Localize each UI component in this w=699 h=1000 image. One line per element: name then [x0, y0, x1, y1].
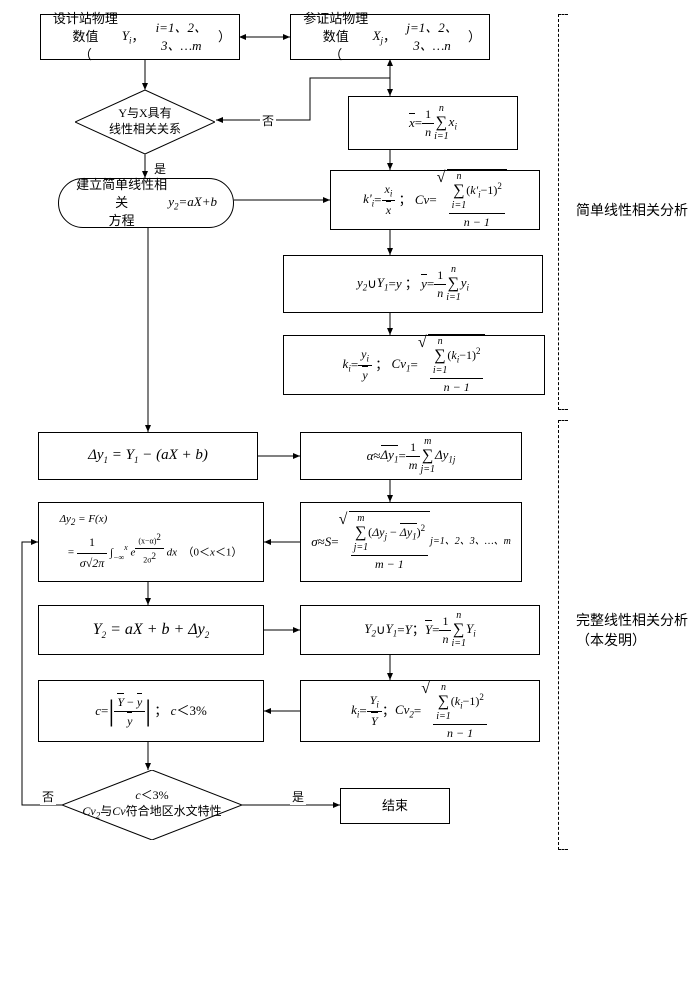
side-label-simple: 简单线性相关分析	[576, 200, 688, 220]
side-label-full: 完整线性相关分析（本发明）	[576, 610, 688, 650]
flow-node-n1: 设计站物理数值（Yi，i=1、2、3、…m）	[40, 14, 240, 60]
flow-node-n12: σ ≈ S = m∑j=1(Δyj − Δy1)2m − 1j=1、2、3、…、…	[300, 502, 522, 582]
flow-node-n6: k'i = xix ； Cv = n∑i=1(k'i−1)2n − 1	[330, 170, 540, 230]
flow-node-n13: Y2 = aX + b + Δy2	[38, 605, 264, 655]
edge-label-no-1: 否	[260, 112, 276, 129]
flow-node-n4: x = 1n n∑i=1 xi	[348, 96, 518, 150]
flow-node-n11: Δy2 = F(x) = 1σ√2π ∫−∞x e(x−α)22σ2 dx （0…	[38, 502, 264, 582]
flow-node-n14: Y2 ∪ Y1 = Y ；Y = 1n n∑i=1 Yi	[300, 605, 540, 655]
flow-node-n17: c＜3%Cv2与Cv符合地区水文特性	[62, 770, 242, 840]
dashed-brace-b1	[558, 14, 568, 410]
flow-node-n7: y2 ∪ Y1 = y ； y = 1n n∑i=1 yi	[283, 255, 543, 313]
edge-label-no-2: 否	[40, 788, 56, 805]
flow-node-n2: 参证站物理数值（Xj，j=1、2、3、…n）	[290, 14, 490, 60]
dashed-brace-b2	[558, 420, 568, 850]
flow-node-n5: 建立简单线性相关方程 y2=aX+b	[58, 178, 234, 228]
flow-node-n18: 结束	[340, 788, 450, 824]
flow-node-n3: Y与X具有线性相关关系	[75, 90, 215, 154]
flow-node-n8: ki = yiy ； Cv1 = n∑i=1(ki−1)2n − 1	[283, 335, 545, 395]
flow-node-n15: c = |Y − yy| ； c＜3%	[38, 680, 264, 742]
edge-label-yes-2: 是	[290, 788, 306, 805]
flow-node-n16: ki = YiY ；Cv2 = n∑i=1(ki−1)2n − 1	[300, 680, 540, 742]
flow-node-n10: α ≈ Δy1 = 1m m∑j=1 Δy1j	[300, 432, 522, 480]
flow-node-n9: Δy1 = Y1 − (aX + b)	[38, 432, 258, 480]
edge-label-yes-1: 是	[152, 160, 168, 177]
